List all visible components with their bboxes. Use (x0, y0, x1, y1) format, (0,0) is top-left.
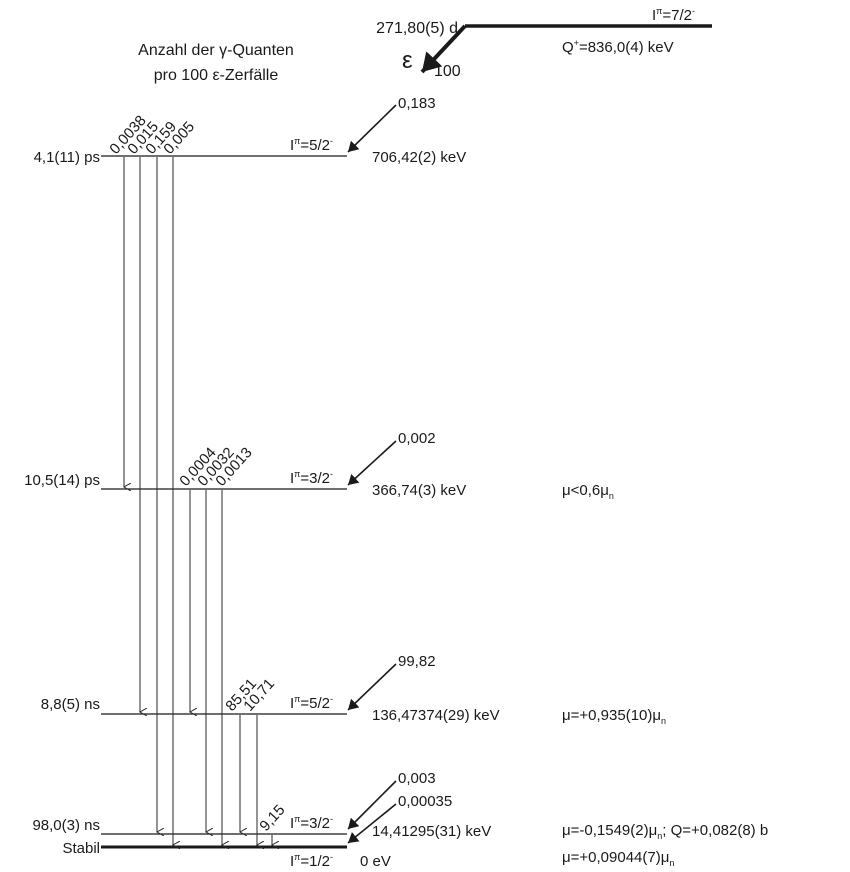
moment-366: μ<0,6μn (562, 482, 614, 501)
lifetime-706: 4,1(11) ps (34, 149, 100, 166)
feed-arrow-706 (347, 104, 397, 153)
moment-14: μ=-0,1549(2)μn; Q=+0,082(8) b (562, 822, 768, 841)
feed-14: 0,003 (398, 770, 436, 787)
feed-706: 0,183 (398, 95, 436, 112)
energy-136: 136,47374(29) keV (372, 707, 500, 724)
energy-366: 366,74(3) keV (372, 482, 466, 499)
energy-706: 706,42(2) keV (372, 149, 466, 166)
spin-366: Iπ=3/2- (290, 469, 333, 487)
caption-line-1: Anzahl der γ-Quanten (138, 42, 294, 59)
moment-ground: μ=+0,09044(7)μn (562, 849, 674, 868)
spin-ground: Iπ=1/2- (290, 852, 333, 870)
spin-706: Iπ=5/2- (290, 136, 333, 154)
energy-ground: 0 eV (360, 853, 391, 870)
feed-arrow-ground (347, 803, 397, 844)
spin-136: Iπ=5/2- (290, 694, 333, 712)
lifetime-366: 10,5(14) ps (24, 472, 100, 489)
feed-136: 99,82 (398, 653, 436, 670)
parent-spin: Iπ=7/2- (652, 6, 695, 24)
feed-ground: 0,00035 (398, 793, 452, 810)
feed-366: 0,002 (398, 430, 436, 447)
feed-arrow-366 (347, 440, 397, 486)
decay-epsilon-symbol: ε (402, 47, 413, 74)
lifetime-14: 98,0(3) ns (32, 817, 100, 834)
moment-136: μ=+0,935(10)μn (562, 707, 666, 726)
decay-intensity: 100 (434, 63, 461, 80)
energy-14: 14,41295(31) keV (372, 823, 491, 840)
lifetime-136: 8,8(5) ns (41, 696, 100, 713)
decay-arrow (420, 24, 467, 74)
parent-halflife: 271,80(5) d (376, 20, 458, 37)
lifetime-ground: Stabil (62, 840, 100, 857)
feed-arrow-14 (347, 780, 397, 830)
parent-q-value: Q+=836,0(4) keV (562, 38, 674, 56)
caption-line-2: pro 100 ε-Zerfälle (154, 67, 279, 84)
spin-14: Iπ=3/2- (290, 814, 333, 832)
feed-arrow-136 (347, 663, 397, 711)
gamma-label-14-ground: 9,15 (256, 802, 288, 835)
